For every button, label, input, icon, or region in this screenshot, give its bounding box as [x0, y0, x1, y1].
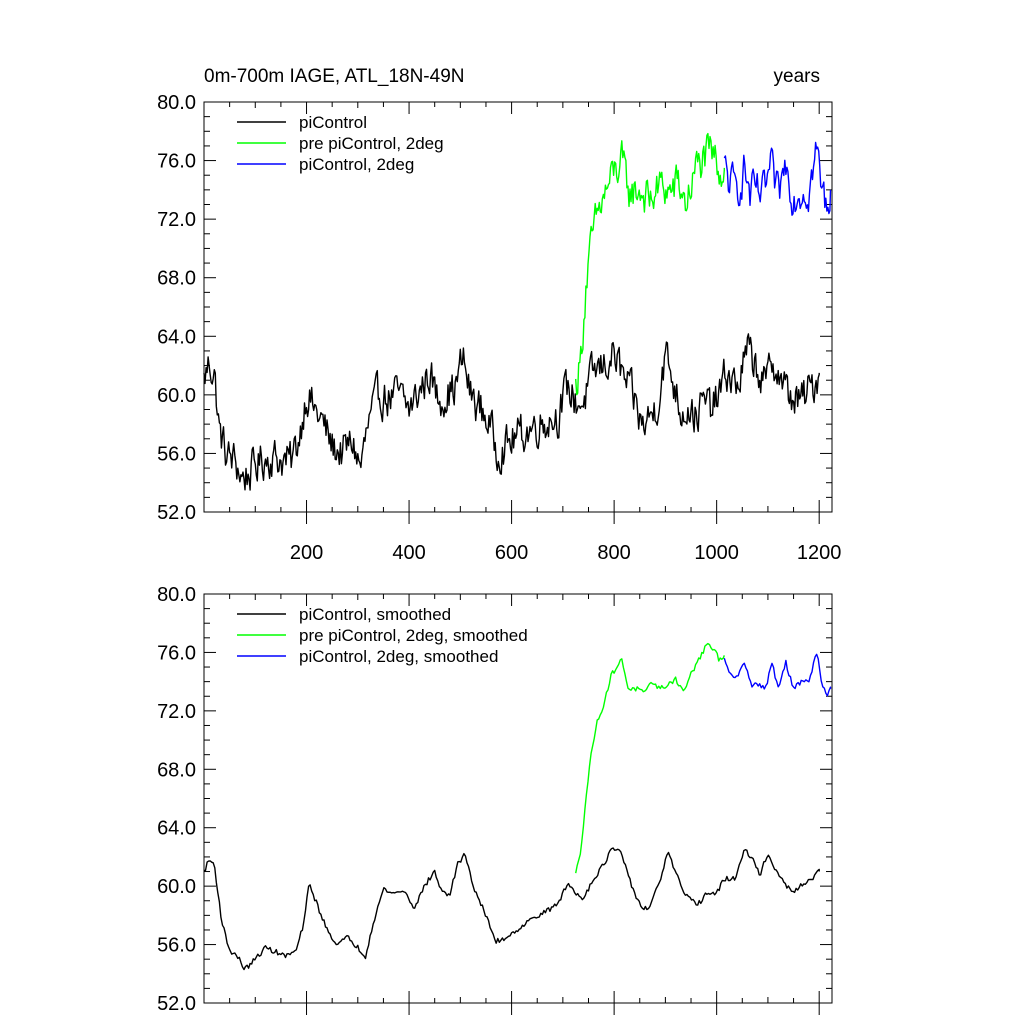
chart-panel-2: 52.0 56.0 60.0 64.0 68.0 72.0 76.0 80.0 piContro… — [157, 584, 833, 1015]
y-tick-label: 76.0 — [157, 151, 196, 173]
units-label: years — [774, 66, 820, 87]
y-tick-label: 64.0 — [157, 818, 196, 840]
y-tick-label: 76.0 — [157, 642, 196, 664]
y-tick-label: 52.0 — [157, 502, 196, 524]
series-line-3 — [723, 141, 832, 216]
y-tick-label: 68.0 — [157, 268, 196, 290]
y-tick-label: 52.0 — [157, 993, 196, 1015]
y-tick-label: 56.0 — [157, 935, 196, 957]
y-tick-label: 72.0 — [157, 209, 196, 231]
series-line-1 — [203, 847, 820, 971]
legend-label: pre piControl, 2deg — [299, 134, 444, 153]
y-tick-label: 60.0 — [157, 385, 196, 407]
chart-panel-1: 52.0 56.0 60.0 64.0 68.0 72.0 76.0 80.0 200 400 60… — [157, 66, 841, 564]
chart-title: 0m-700m IAGE, ATL_18N-49N — [204, 66, 464, 87]
y-tick-label: 56.0 — [157, 443, 196, 465]
y-tick-label: 64.0 — [157, 326, 196, 348]
legend-label: piControl, smoothed — [299, 605, 451, 624]
y-tick-label: 60.0 — [157, 876, 196, 898]
series-line-1 — [203, 333, 820, 491]
series-line-3 — [723, 653, 832, 697]
x-tick-label: 400 — [392, 542, 425, 564]
legend-label: piControl, 2deg — [299, 155, 414, 174]
legend-label: piControl — [299, 113, 367, 132]
series-line-2 — [575, 132, 725, 396]
y-tick-label: 80.0 — [157, 92, 196, 114]
legend-label: pre piControl, 2deg, smoothed — [299, 626, 528, 645]
series-line-2 — [575, 642, 725, 874]
y-tick-label: 72.0 — [157, 701, 196, 723]
x-tick-label: 800 — [597, 542, 630, 564]
legend-label: piControl, 2deg, smoothed — [299, 647, 498, 666]
x-tick-label: 200 — [290, 542, 323, 564]
x-tick-label: 600 — [495, 542, 528, 564]
y-tick-label: 68.0 — [157, 759, 196, 781]
x-tick-label: 1000 — [694, 542, 739, 564]
x-tick-label: 1200 — [797, 542, 842, 564]
y-tick-label: 80.0 — [157, 584, 196, 606]
